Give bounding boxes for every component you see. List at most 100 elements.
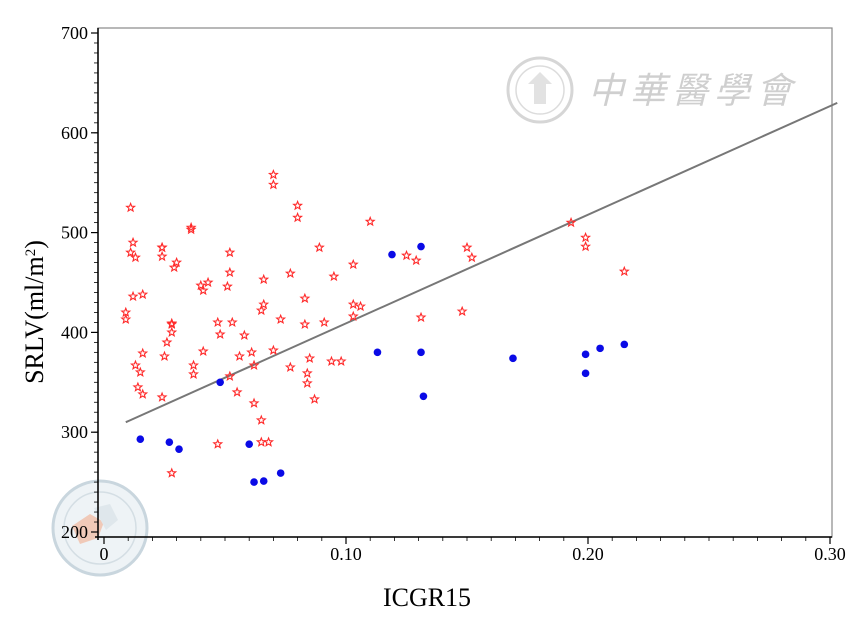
circle-point xyxy=(509,354,517,363)
star-point xyxy=(132,381,144,392)
star-point xyxy=(166,467,178,478)
circle-point xyxy=(620,340,629,349)
star-point xyxy=(130,251,141,263)
star-point xyxy=(197,284,209,296)
star-point xyxy=(292,211,304,223)
star-point xyxy=(347,310,359,322)
star-point xyxy=(202,276,214,288)
star-point xyxy=(137,347,149,358)
star-point xyxy=(197,345,209,356)
circle-point xyxy=(245,440,253,448)
star-point xyxy=(258,298,270,310)
star-point xyxy=(309,393,320,404)
star-point xyxy=(130,359,141,370)
star-point xyxy=(238,329,250,341)
star-point xyxy=(299,318,311,330)
y-axis-title-suffix: ) xyxy=(20,240,49,249)
watermark: 中華醫學會 xyxy=(51,56,792,577)
star-point xyxy=(224,246,236,258)
star-point xyxy=(347,298,359,310)
star-point xyxy=(127,236,139,248)
star-point xyxy=(226,316,238,328)
star-point xyxy=(326,355,337,366)
star-point xyxy=(234,350,245,361)
circle-point xyxy=(250,478,258,486)
star-point xyxy=(284,361,296,372)
star-point xyxy=(415,311,427,323)
star-point xyxy=(335,355,347,366)
star-point xyxy=(156,250,168,262)
star-point xyxy=(137,388,149,399)
star-point xyxy=(347,258,359,270)
star-point xyxy=(188,368,199,379)
star-point xyxy=(166,317,178,329)
star-point xyxy=(618,265,630,277)
star-point xyxy=(461,241,473,253)
star-point xyxy=(304,352,316,363)
star-point xyxy=(125,201,137,213)
star-point xyxy=(456,305,468,317)
circle-point xyxy=(216,378,224,387)
star-point xyxy=(214,328,226,340)
star-point xyxy=(292,199,304,211)
star-point xyxy=(248,397,260,408)
star-point xyxy=(166,326,178,338)
star-point xyxy=(410,254,422,266)
circle-point xyxy=(419,392,428,401)
star-point xyxy=(267,168,279,180)
star-point xyxy=(318,316,330,328)
circle-point xyxy=(136,435,145,443)
x-tick-label: 0.30 xyxy=(814,544,846,564)
star-point xyxy=(120,313,132,325)
star-point xyxy=(212,316,224,328)
y-tick-label: 500 xyxy=(61,223,88,243)
circle-point xyxy=(165,438,174,446)
star-point xyxy=(255,414,267,425)
circle-point xyxy=(581,369,590,378)
x-tick-label: 0 xyxy=(100,544,109,564)
y-axis-title: SRLV(ml/m2) xyxy=(20,240,49,384)
star-point xyxy=(171,256,183,268)
star-point xyxy=(301,377,313,388)
star-point xyxy=(267,178,279,190)
star-point xyxy=(161,336,173,348)
star-point xyxy=(156,241,168,253)
circle-point xyxy=(596,344,604,353)
star-point xyxy=(185,221,197,233)
star-point xyxy=(168,261,180,273)
star-point xyxy=(258,273,270,285)
star-point xyxy=(195,279,207,291)
star-point xyxy=(580,240,592,252)
star-point xyxy=(284,267,296,279)
star-point xyxy=(255,304,267,316)
star-point xyxy=(255,436,267,447)
circle-point xyxy=(417,348,425,357)
y-tick-label: 600 xyxy=(61,123,88,143)
star-point xyxy=(231,386,243,397)
star-point xyxy=(246,346,258,357)
y-axis-ticks: 200 300 400 500 600 700 xyxy=(61,23,98,542)
circle-point xyxy=(417,242,425,251)
star-point xyxy=(125,246,137,258)
star-point xyxy=(263,436,274,447)
star-point xyxy=(137,288,149,300)
star-point xyxy=(159,350,170,361)
star-point xyxy=(565,216,577,228)
star-point xyxy=(127,290,139,302)
star-point xyxy=(156,391,168,402)
data-points xyxy=(120,168,630,486)
medical-association-seal-icon xyxy=(506,56,574,124)
star-point xyxy=(328,270,340,282)
trendline-layer xyxy=(125,101,838,424)
star-point xyxy=(212,438,224,449)
star-point xyxy=(185,223,197,235)
y-tick-label: 700 xyxy=(61,23,88,43)
x-tick-label: 0.20 xyxy=(572,544,604,564)
circle-point xyxy=(259,477,268,485)
star-point xyxy=(401,249,412,261)
y-axis-title-main: SRLV(ml/m xyxy=(20,256,49,384)
x-tick-label: 0.10 xyxy=(330,544,362,564)
star-point xyxy=(267,344,279,355)
star-point xyxy=(355,300,366,312)
